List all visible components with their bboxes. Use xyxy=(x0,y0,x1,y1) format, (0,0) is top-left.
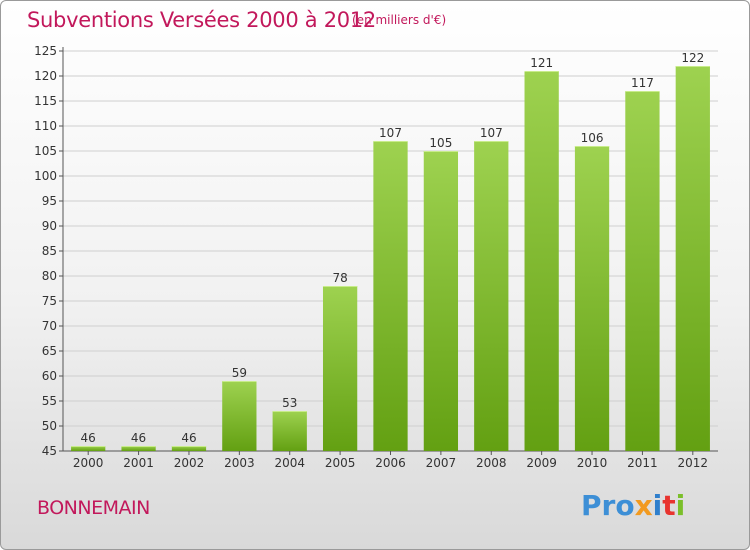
x-tick-label: 2005 xyxy=(325,456,356,470)
x-tick-label: 2011 xyxy=(627,456,658,470)
bar xyxy=(322,286,358,451)
x-tick-label: 2010 xyxy=(577,456,608,470)
logo-part: x xyxy=(634,489,653,522)
data-label: 107 xyxy=(379,126,402,140)
y-tick-label: 65 xyxy=(42,344,57,358)
bar xyxy=(121,446,156,451)
x-tick-label: 2009 xyxy=(526,456,557,470)
x-tick-label: 2000 xyxy=(73,456,104,470)
y-tick-label: 95 xyxy=(42,194,57,208)
y-tick-label: 45 xyxy=(42,444,57,458)
data-label: 46 xyxy=(81,431,96,445)
data-label: 78 xyxy=(332,271,347,285)
bar xyxy=(474,141,509,451)
y-tick-label: 100 xyxy=(34,169,57,183)
bar xyxy=(373,141,408,451)
logo-part: i xyxy=(675,489,686,522)
x-tick-label: 2002 xyxy=(174,456,205,470)
bars xyxy=(71,66,710,451)
bar xyxy=(171,446,207,451)
data-label: 59 xyxy=(232,366,247,380)
x-tick-label: 2001 xyxy=(123,456,154,470)
data-label: 53 xyxy=(282,396,297,410)
bar xyxy=(675,66,710,451)
y-tick-label: 105 xyxy=(34,144,57,158)
y-tick-label: 80 xyxy=(42,269,57,283)
x-tick-label: 2007 xyxy=(426,456,457,470)
y-tick-label: 70 xyxy=(42,319,57,333)
bar xyxy=(71,446,106,451)
y-tick-label: 110 xyxy=(34,119,57,133)
bar xyxy=(272,411,307,451)
y-tick-label: 115 xyxy=(34,94,57,108)
y-tick-label: 55 xyxy=(42,394,57,408)
x-tick-label: 2012 xyxy=(678,456,709,470)
logo-part: Pro xyxy=(581,489,635,522)
y-tick-label: 85 xyxy=(42,244,57,258)
logo-part: i xyxy=(652,489,663,522)
y-tick-label: 50 xyxy=(42,419,57,433)
bar xyxy=(222,381,257,451)
x-tick-label: 2003 xyxy=(224,456,255,470)
chart-subtitle: (en milliers d'€) xyxy=(352,13,447,27)
data-label: 121 xyxy=(530,56,553,70)
data-label: 46 xyxy=(181,431,196,445)
y-tick-label: 75 xyxy=(42,294,57,308)
x-tick-label: 2006 xyxy=(375,456,406,470)
bar xyxy=(625,91,660,451)
y-tick-label: 125 xyxy=(34,44,57,58)
x-tick-label: 2004 xyxy=(274,456,305,470)
bar xyxy=(524,71,559,451)
data-label: 105 xyxy=(429,136,452,150)
data-label: 46 xyxy=(131,431,146,445)
data-label: 106 xyxy=(581,131,604,145)
data-label: 107 xyxy=(480,126,503,140)
y-tick-label: 60 xyxy=(42,369,57,383)
y-tick-label: 90 xyxy=(42,219,57,233)
commune-name: BONNEMAIN xyxy=(37,497,150,519)
labels: 46 2000 46 2001 46 2002 59 2003 53 2004 78 2005 107 2… xyxy=(73,51,708,470)
data-label: 117 xyxy=(631,76,654,90)
logo-part: t xyxy=(662,489,676,522)
proxiti-logo: Proxiti xyxy=(581,489,685,522)
y-tick-label: 120 xyxy=(34,69,57,83)
chart-title: Subventions Versées 2000 à 2012 xyxy=(27,8,376,32)
x-tick-label: 2008 xyxy=(476,456,507,470)
bar xyxy=(423,151,459,451)
bar xyxy=(574,146,610,451)
data-label: 122 xyxy=(681,51,704,65)
